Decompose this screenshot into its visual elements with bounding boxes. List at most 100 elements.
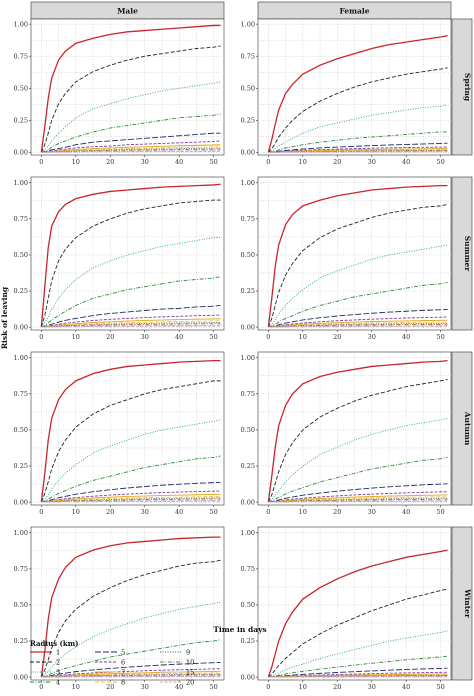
- y-tick-label: 0.50: [241, 251, 255, 259]
- y-tick-label: 0.75: [241, 215, 255, 223]
- x-tick-label: 40: [175, 508, 183, 516]
- x-tick-label: 20: [333, 333, 341, 341]
- y-tick-label: 1.00: [14, 529, 28, 537]
- panel-female-winter: 0.00 0.25 0.50 0.75 1.00 0 10 20 30 40 50 Winter: [241, 526, 473, 691]
- x-tick-label: 0: [39, 158, 43, 166]
- legend-label-15: 15: [186, 668, 194, 676]
- y-tick-label: 0.00: [241, 323, 255, 331]
- series-line-6: [41, 314, 221, 328]
- series-line-20: [268, 500, 448, 503]
- y-tick-label: 0.75: [14, 215, 28, 223]
- series-line-5: [41, 132, 221, 153]
- series-line-5: [41, 481, 221, 503]
- y-tick-label: 0.75: [241, 565, 255, 573]
- x-tick-label: 40: [175, 683, 183, 691]
- x-tick-label: 50: [210, 333, 218, 341]
- series-line-3: [41, 419, 221, 503]
- panel-male-spring: Male 0.00 0.25 0.50 0.75 1.00 0 10 20 30 40 50: [14, 1, 225, 166]
- series-line-9: [41, 322, 221, 328]
- panel-female-autumn: 0.00 0.25 0.50 0.75 1.00 0 10 20 30 40 50 Autumn: [241, 351, 473, 516]
- series-line-2: [40, 559, 221, 678]
- series-line-5: [268, 309, 448, 328]
- series-line-6: [268, 316, 448, 328]
- row-strip: [451, 18, 473, 156]
- x-tick-label: 10: [299, 158, 307, 166]
- x-tick-label: 50: [210, 508, 218, 516]
- series-line-5: [41, 305, 221, 328]
- x-tick-label: 0: [266, 333, 270, 341]
- y-tick-label: 0.25: [14, 287, 28, 295]
- x-tick-label: 30: [368, 508, 376, 516]
- series-line-4: [268, 131, 448, 153]
- y-tick-label: 0.00: [14, 149, 28, 157]
- series-line-4: [268, 281, 448, 328]
- series-line-1: [267, 549, 448, 678]
- x-tick-label: 10: [299, 333, 307, 341]
- series-line-6: [41, 490, 221, 503]
- x-tick-label: 20: [106, 158, 114, 166]
- legend-label-4: 4: [56, 678, 60, 686]
- y-tick-label: 0.00: [14, 498, 28, 506]
- x-tick-label: 50: [210, 683, 218, 691]
- x-tick-label: 40: [402, 158, 410, 166]
- panel-male-autumn: 0.00 0.25 0.50 0.75 1.00 0 10 20 30 40 50: [14, 351, 225, 516]
- y-tick-label: 0.75: [14, 390, 28, 398]
- y-tick-label: 0.25: [14, 637, 28, 645]
- series-line-2: [40, 45, 221, 153]
- y-tick-label: 0.25: [241, 637, 255, 645]
- y-tick-label: 0.75: [14, 52, 28, 60]
- x-tick-label: 50: [210, 158, 218, 166]
- series-line-4: [268, 655, 448, 678]
- row-strip: [451, 351, 473, 506]
- y-tick-label: 0.00: [14, 673, 28, 681]
- y-tick-label: 0.75: [241, 52, 255, 60]
- series-line-6: [268, 491, 448, 503]
- x-tick-label: 20: [106, 333, 114, 341]
- row-strip-label: Spring: [463, 73, 472, 102]
- series-line-2: [267, 378, 448, 503]
- x-tick-label: 30: [141, 158, 149, 166]
- panel-female-summer: 0.00 0.25 0.50 0.75 1.00 0 10 20 30 40 50 Summer: [241, 176, 473, 341]
- series-line-2: [268, 588, 448, 678]
- series-line-6: [41, 668, 221, 678]
- y-tick-label: 0.00: [241, 673, 255, 681]
- x-tick-label: 0: [266, 508, 270, 516]
- series-line-9: [268, 322, 448, 328]
- legend-label-8: 8: [121, 678, 125, 686]
- x-tick-label: 40: [402, 508, 410, 516]
- y-tick-label: 1.00: [241, 529, 255, 537]
- y-tick-label: 0.25: [241, 117, 255, 125]
- legend-label-7: 7: [121, 668, 125, 676]
- legend-label-3: 3: [56, 668, 60, 676]
- x-tick-label: 30: [368, 333, 376, 341]
- series-line-4: [41, 113, 221, 153]
- y-axis-title: Risk of leaving: [0, 286, 9, 349]
- series-line-20: [41, 150, 221, 153]
- y-tick-label: 0.50: [14, 251, 28, 259]
- y-tick-label: 0.50: [241, 426, 255, 434]
- x-tick-label: 50: [437, 158, 445, 166]
- y-tick-label: 1.00: [14, 354, 28, 362]
- series-line-9: [268, 674, 448, 678]
- series-line-6: [268, 671, 448, 678]
- x-tick-label: 10: [72, 158, 80, 166]
- series-line-5: [268, 142, 448, 153]
- y-tick-label: 0.50: [14, 84, 28, 92]
- series-line-3: [268, 417, 448, 503]
- y-tick-label: 0.50: [14, 601, 28, 609]
- y-tick-label: 1.00: [241, 20, 255, 28]
- y-tick-label: 0.75: [14, 565, 28, 573]
- x-tick-label: 30: [368, 158, 376, 166]
- series-line-5: [268, 483, 448, 503]
- x-tick-label: 10: [299, 683, 307, 691]
- series-line-20: [41, 676, 221, 678]
- x-tick-label: 30: [141, 508, 149, 516]
- x-tick-label: 20: [106, 683, 114, 691]
- x-tick-label: 20: [333, 158, 341, 166]
- y-tick-label: 0.50: [241, 601, 255, 609]
- series-line-4: [41, 276, 221, 328]
- legend-label-6: 6: [121, 658, 125, 666]
- y-tick-label: 0.25: [241, 287, 255, 295]
